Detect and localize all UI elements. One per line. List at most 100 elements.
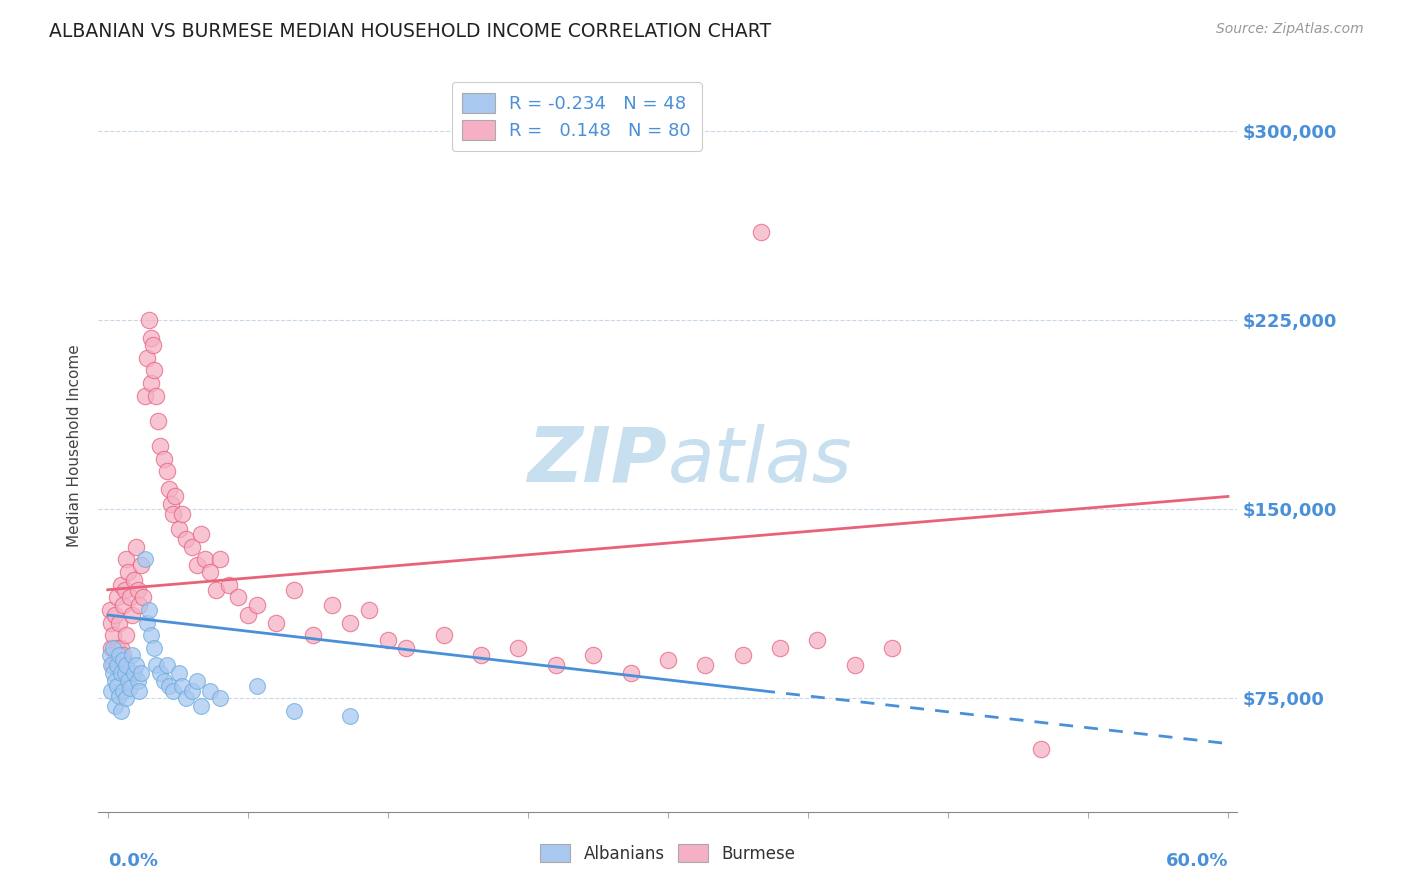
Point [131, 665, 153, 680]
Point [117, 673, 139, 688]
Point [174, 691, 197, 706]
Point [470, 648, 492, 663]
Point [100, 683, 122, 698]
Point [321, 598, 343, 612]
Point [302, 628, 325, 642]
Text: atlas: atlas [668, 424, 852, 498]
Point [695, 658, 717, 673]
Point [152, 451, 174, 466]
Point [121, 648, 143, 663]
Legend: Albanians, Burmese: Albanians, Burmese [534, 838, 801, 869]
Text: ZIP: ZIP [529, 424, 668, 498]
Point [156, 464, 179, 478]
Point [104, 653, 127, 667]
Point [143, 640, 166, 655]
Point [142, 338, 165, 352]
Point [205, 582, 228, 597]
Point [104, 698, 127, 713]
Point [110, 704, 132, 718]
Point [98, 648, 121, 663]
Text: 0.0%: 0.0% [108, 852, 157, 870]
Point [114, 582, 136, 597]
Point [236, 607, 259, 622]
Point [100, 658, 122, 673]
Point [132, 591, 155, 605]
Point [174, 533, 197, 547]
Point [160, 497, 183, 511]
Point [433, 628, 456, 642]
Point [339, 709, 361, 723]
Point [162, 683, 184, 698]
Point [246, 679, 269, 693]
Point [125, 658, 148, 673]
Point [619, 665, 641, 680]
Point [121, 607, 143, 622]
Point [108, 648, 131, 663]
Point [156, 658, 179, 673]
Text: 60.0%: 60.0% [1166, 852, 1227, 870]
Point [180, 683, 202, 698]
Point [104, 607, 127, 622]
Point [104, 673, 127, 688]
Point [145, 388, 167, 402]
Point [120, 591, 142, 605]
Point [508, 640, 530, 655]
Point [110, 640, 132, 655]
Point [880, 640, 903, 655]
Point [117, 565, 139, 579]
Point [200, 683, 222, 698]
Point [100, 615, 122, 630]
Point [395, 640, 418, 655]
Point [127, 673, 149, 688]
Point [844, 658, 866, 673]
Point [162, 507, 184, 521]
Point [731, 648, 754, 663]
Point [98, 603, 121, 617]
Point [163, 490, 186, 504]
Point [100, 640, 122, 655]
Point [157, 679, 180, 693]
Y-axis label: Median Household Income: Median Household Income [67, 344, 83, 548]
Point [122, 573, 145, 587]
Point [145, 658, 167, 673]
Point [138, 603, 160, 617]
Point [657, 653, 679, 667]
Point [157, 482, 180, 496]
Point [105, 640, 128, 655]
Point [108, 689, 131, 703]
Point [544, 658, 567, 673]
Point [105, 591, 128, 605]
Point [128, 683, 150, 698]
Point [283, 582, 305, 597]
Point [283, 704, 305, 718]
Point [167, 522, 190, 536]
Point [139, 628, 162, 642]
Point [186, 558, 208, 572]
Point [108, 615, 131, 630]
Point [103, 665, 125, 680]
Point [1031, 741, 1053, 756]
Point [228, 591, 250, 605]
Point [167, 665, 190, 680]
Point [218, 578, 240, 592]
Point [139, 376, 162, 390]
Point [108, 658, 131, 673]
Point [134, 552, 156, 566]
Point [194, 552, 217, 566]
Point [180, 540, 202, 554]
Point [264, 615, 287, 630]
Point [115, 628, 138, 642]
Point [769, 640, 792, 655]
Point [134, 388, 156, 402]
Point [114, 665, 136, 680]
Point [146, 414, 169, 428]
Point [190, 698, 212, 713]
Point [749, 225, 772, 239]
Point [806, 633, 828, 648]
Point [200, 565, 222, 579]
Point [149, 439, 172, 453]
Point [152, 673, 174, 688]
Point [136, 615, 159, 630]
Point [105, 679, 128, 693]
Point [120, 681, 142, 695]
